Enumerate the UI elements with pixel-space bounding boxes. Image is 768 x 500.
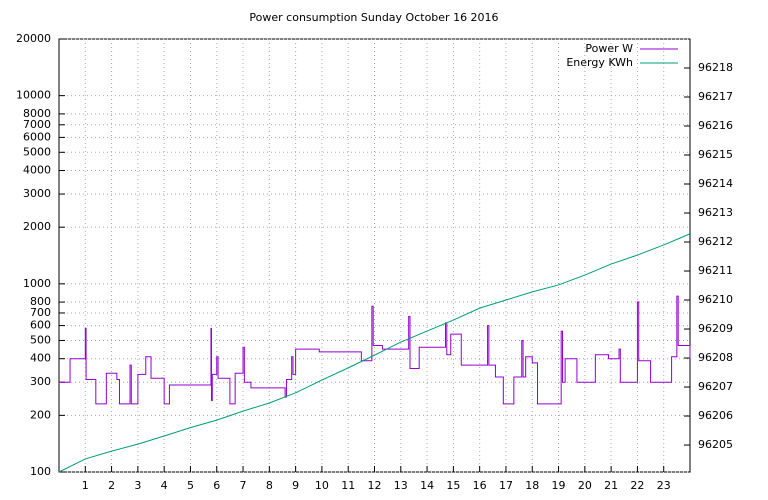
- y2-tick-label: 96217: [698, 90, 733, 103]
- y-tick-label: 300: [30, 375, 51, 388]
- x-tick-label: 23: [657, 479, 671, 492]
- y-tick-label: 6000: [23, 130, 51, 143]
- y2-tick-label: 96216: [698, 119, 733, 132]
- y-tick-label: 3000: [23, 187, 51, 200]
- x-tick-label: 1: [82, 479, 89, 492]
- y2-tick-label: 96211: [698, 264, 733, 277]
- x-tick-label: 3: [134, 479, 141, 492]
- x-tick-label: 2: [108, 479, 115, 492]
- legend-label: Energy KWh: [566, 56, 633, 69]
- y-tick-label: 5000: [23, 145, 51, 158]
- y-tick-label: 2000: [23, 220, 51, 233]
- y2-tick-label: 96213: [698, 206, 733, 219]
- y-tick-label: 7000: [23, 118, 51, 131]
- series-line: [58, 233, 691, 473]
- y-tick-label: 1000: [23, 277, 51, 290]
- x-tick-label: 10: [315, 479, 329, 492]
- chart-title: Power consumption Sunday October 16 2016: [249, 11, 498, 24]
- y2-tick-label: 96207: [698, 380, 733, 393]
- y2-tick-label: 96218: [698, 61, 733, 74]
- x-tick-label: 5: [187, 479, 194, 492]
- x-tick-label: 9: [292, 479, 299, 492]
- x-tick-label: 12: [368, 479, 382, 492]
- y2-tick-label: 96215: [698, 148, 733, 161]
- x-tick-label: 8: [266, 479, 273, 492]
- x-tick-label: 19: [552, 479, 566, 492]
- x-tick-label: 11: [341, 479, 355, 492]
- legend-label: Power W: [585, 42, 633, 55]
- y2-tick-label: 96205: [698, 438, 733, 451]
- y-tick-label: 8000: [23, 107, 51, 120]
- x-tick-label: 22: [630, 479, 644, 492]
- y2-tick-label: 96212: [698, 235, 733, 248]
- y-tick-label: 800: [30, 295, 51, 308]
- y-tick-label: 100: [30, 465, 51, 478]
- y2-tick-label: 96210: [698, 293, 733, 306]
- x-tick-label: 15: [446, 479, 460, 492]
- y-tick-label: 700: [30, 306, 51, 319]
- x-tick-label: 17: [499, 479, 513, 492]
- y-tick-label: 600: [30, 319, 51, 332]
- x-tick-label: 7: [240, 479, 247, 492]
- y-tick-label: 10000: [16, 89, 51, 102]
- x-tick-label: 18: [525, 479, 539, 492]
- x-tick-label: 4: [161, 479, 168, 492]
- y2-tick-label: 96209: [698, 322, 733, 335]
- y2-tick-label: 96208: [698, 351, 733, 364]
- y2-tick-label: 96206: [698, 409, 733, 422]
- y-tick-label: 4000: [23, 164, 51, 177]
- x-tick-label: 6: [213, 479, 220, 492]
- x-tick-label: 20: [578, 479, 592, 492]
- y-tick-label: 500: [30, 333, 51, 346]
- x-tick-label: 21: [604, 479, 618, 492]
- x-tick-label: 13: [394, 479, 408, 492]
- x-tick-label: 16: [473, 479, 487, 492]
- x-tick-label: 14: [420, 479, 434, 492]
- y-tick-label: 20000: [16, 32, 51, 45]
- series-line: [59, 295, 691, 405]
- y2-tick-label: 96214: [698, 177, 733, 190]
- y-tick-label: 200: [30, 408, 51, 421]
- y-tick-label: 400: [30, 352, 51, 365]
